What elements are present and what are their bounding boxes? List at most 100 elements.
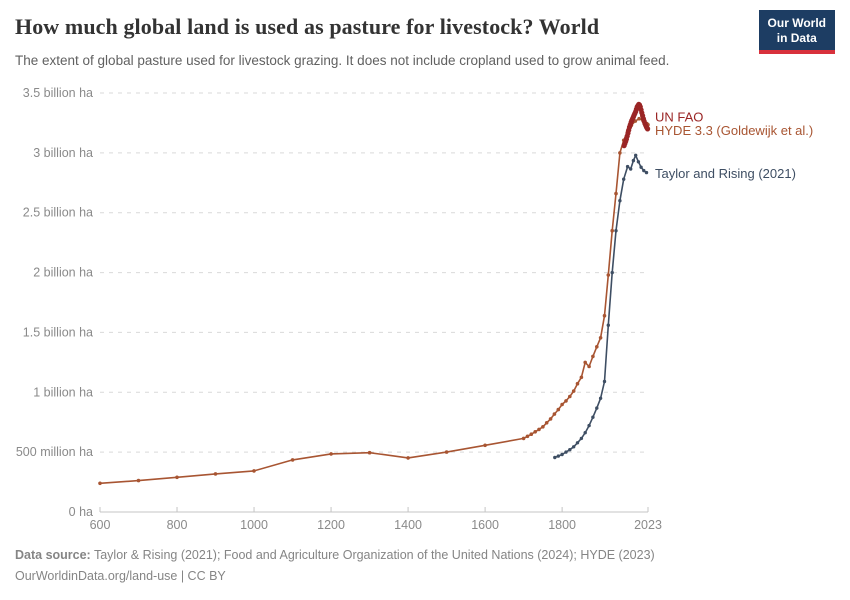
data-point: [625, 164, 630, 169]
data-point: [583, 360, 587, 365]
data-point: [639, 165, 643, 169]
legend-label-1[interactable]: Taylor and Rising (2021): [655, 166, 796, 181]
data-point: [575, 381, 580, 386]
data-point: [175, 475, 179, 480]
data-point: [595, 345, 599, 349]
data-point: [568, 394, 572, 399]
y-axis-tick-label: 500 million ha: [16, 445, 93, 459]
data-point: [629, 167, 633, 171]
data-point: [367, 450, 372, 455]
y-axis-tick-label: 3.5 billion ha: [23, 86, 93, 100]
data-point: [560, 402, 564, 407]
data-point: [614, 191, 618, 196]
legend-label-2[interactable]: UN FAO: [655, 109, 703, 124]
license-line: OurWorldinData.org/land-use | CC BY: [15, 568, 226, 583]
data-point: [548, 417, 553, 421]
chart-area: 0 ha 500 million ha 1 billion ha 1.5 billio…: [0, 80, 850, 540]
data-point: [642, 168, 646, 173]
data-point: [541, 425, 545, 429]
x-axis-tick-label: 800: [167, 518, 188, 532]
data-point: [634, 153, 638, 157]
data-point: [136, 478, 141, 483]
data-point: [595, 406, 599, 410]
data-point: [444, 450, 449, 454]
y-axis-tick-label: 2 billion ha: [33, 266, 93, 280]
data-point: [622, 177, 626, 181]
data-point: [483, 443, 487, 448]
legend-label-0[interactable]: HYDE 3.3 (Goldewijk et al.): [655, 123, 813, 138]
data-point: [637, 116, 641, 121]
owid-logo-line2: in Data: [776, 31, 817, 45]
y-axis-tick-label: 2.5 billion ha: [23, 206, 93, 220]
data-point: [406, 456, 410, 460]
data-point: [556, 454, 560, 458]
data-point: [525, 434, 530, 439]
data-point: [618, 151, 622, 155]
data-point: [645, 126, 651, 132]
data-point: [560, 452, 564, 457]
data-point: [571, 389, 576, 393]
data-point: [602, 379, 607, 384]
data-point: [598, 396, 603, 400]
data-point: [290, 458, 295, 462]
data-point: [579, 375, 584, 380]
y-axis-tick-label: 1 billion ha: [33, 385, 93, 399]
data-point: [644, 170, 649, 175]
data-point: [610, 228, 614, 233]
x-axis-tick-label: 1400: [394, 518, 422, 532]
data-point: [213, 472, 218, 476]
data-point: [533, 430, 537, 434]
y-axis-tick-label: 0 ha: [69, 505, 93, 519]
data-source-label: Data source:: [15, 548, 91, 562]
data-point: [602, 313, 607, 318]
data-point: [98, 481, 102, 486]
data-point: [552, 412, 557, 416]
data-source-line: Data source: Taylor & Rising (2021); Foo…: [15, 545, 835, 566]
data-point: [572, 445, 576, 449]
owid-logo: Our World in Data: [758, 10, 835, 54]
y-axis-tick-label: 1.5 billion ha: [23, 325, 93, 339]
data-point: [583, 431, 587, 435]
chart-subtitle: The extent of global pasture used for li…: [15, 53, 670, 68]
series-line-1[interactable]: [554, 154, 648, 459]
data-point: [636, 160, 641, 164]
data-point: [591, 354, 595, 359]
data-point: [553, 455, 557, 460]
data-point: [529, 432, 534, 437]
data-point: [544, 421, 549, 425]
data-point: [587, 364, 591, 369]
x-axis-tick-label: 600: [90, 518, 111, 532]
data-point: [575, 441, 580, 445]
data-point: [606, 323, 610, 327]
x-axis-tick-label: 1600: [471, 518, 499, 532]
data-point: [252, 469, 256, 473]
data-point: [568, 448, 572, 452]
data-point: [618, 199, 622, 203]
x-axis-tick-label: 1000: [240, 518, 268, 532]
x-axis-tick-label: 1800: [548, 518, 576, 532]
x-axis-tick-label: 2023: [634, 518, 662, 532]
page-title: How much global land is used as pasture …: [15, 14, 600, 39]
data-point: [598, 336, 603, 340]
data-point: [329, 452, 333, 456]
owid-logo-line1: Our World: [767, 16, 826, 30]
chart-footer: Data source: Taylor & Rising (2021); Foo…: [15, 545, 835, 586]
data-point: [556, 407, 561, 412]
data-point: [579, 436, 584, 441]
data-point: [537, 427, 541, 432]
data-point: [521, 436, 526, 441]
data-point: [564, 399, 568, 403]
data-point: [606, 273, 611, 277]
series-line-0[interactable]: [99, 117, 649, 485]
x-axis-tick-label: 1200: [317, 518, 345, 532]
pasture-line-chart[interactable]: 0 ha 500 million ha 1 billion ha 1.5 billio…: [0, 80, 850, 540]
data-point: [631, 158, 636, 163]
data-point: [587, 423, 591, 428]
data-point: [591, 415, 595, 419]
data-point: [614, 229, 618, 233]
data-point: [610, 270, 614, 275]
y-axis-tick-label: 3 billion ha: [33, 146, 93, 160]
data-point: [564, 450, 568, 454]
data-source-text: Taylor & Rising (2021); Food and Agricul…: [90, 548, 655, 562]
